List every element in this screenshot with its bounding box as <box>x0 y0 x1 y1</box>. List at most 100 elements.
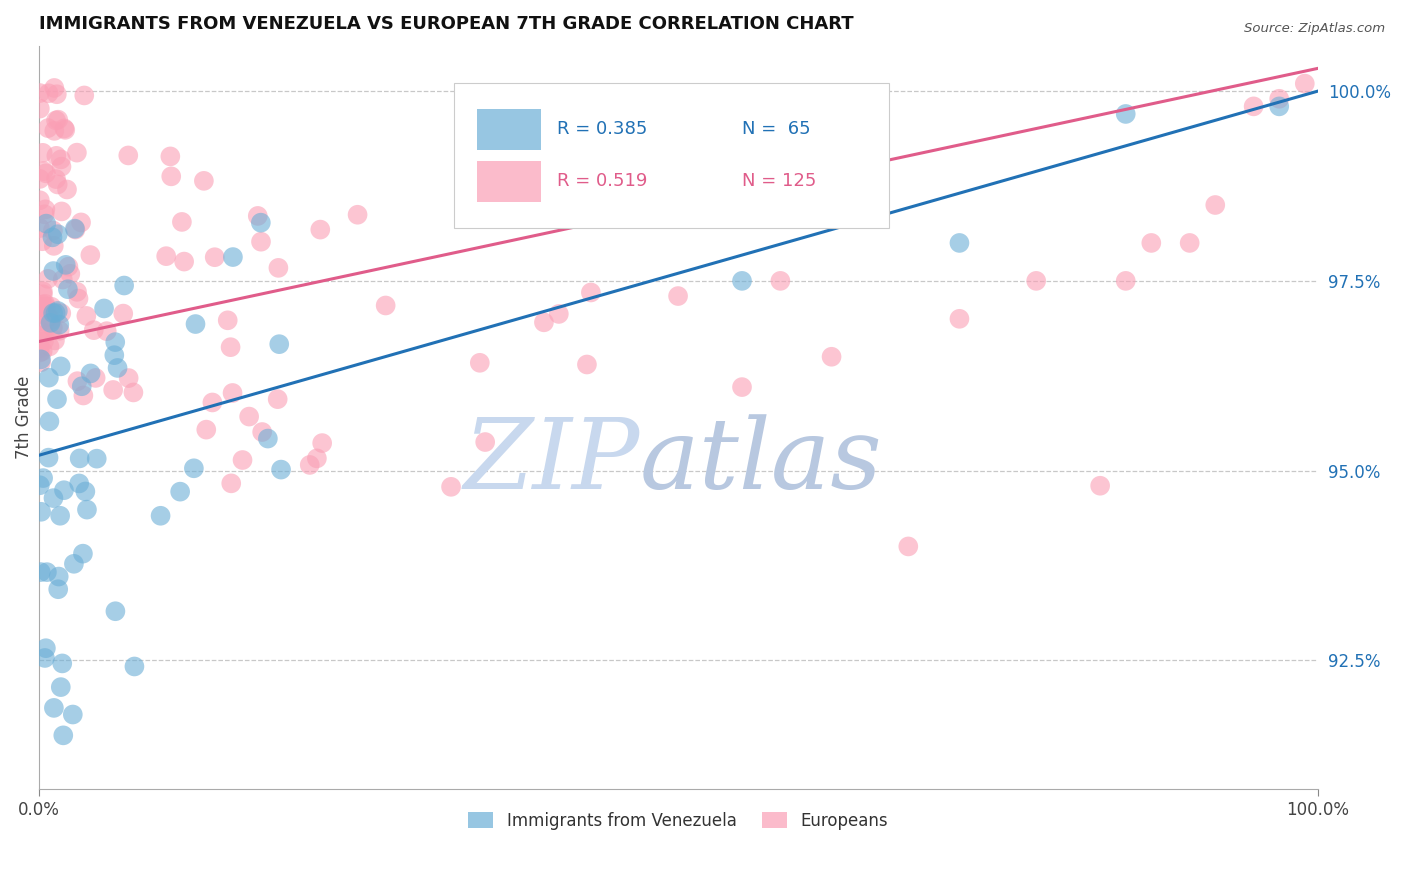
Point <box>93 301 115 316</box>
Point <box>35 217 58 231</box>
Point <box>170 215 193 229</box>
Point <box>1025 274 1047 288</box>
Point <box>52 272 75 286</box>
Point <box>257 432 280 446</box>
Point <box>221 386 243 401</box>
Point <box>49 153 72 167</box>
Point <box>219 340 242 354</box>
Point <box>42 239 65 253</box>
Point <box>38 450 60 465</box>
Point <box>39 313 62 327</box>
Point <box>311 436 333 450</box>
Point <box>122 385 145 400</box>
Point <box>267 260 290 275</box>
Point <box>155 249 177 263</box>
Point <box>28 221 51 235</box>
Point <box>96 324 118 338</box>
Text: R = 0.519: R = 0.519 <box>557 172 647 190</box>
Point <box>30 565 52 579</box>
Point <box>28 102 51 116</box>
Point <box>66 285 89 299</box>
Point <box>76 502 98 516</box>
Point <box>250 216 273 230</box>
Point <box>1268 99 1291 113</box>
Point <box>160 169 183 184</box>
Point <box>269 337 291 351</box>
Point <box>45 87 67 102</box>
Point <box>346 208 368 222</box>
Point <box>374 298 396 312</box>
Point <box>32 326 55 340</box>
Text: N =  65: N = 65 <box>742 120 811 138</box>
Point <box>37 121 59 136</box>
Point <box>55 258 77 272</box>
Point <box>28 478 51 492</box>
Point <box>84 371 107 385</box>
Point <box>28 341 51 355</box>
Point <box>184 317 207 331</box>
Point <box>547 307 569 321</box>
Point <box>42 223 65 237</box>
Point <box>104 335 127 350</box>
Point <box>28 86 51 100</box>
Point <box>1204 198 1226 212</box>
Point <box>42 320 65 334</box>
Point <box>820 350 842 364</box>
Point <box>38 414 60 428</box>
Point <box>41 300 63 314</box>
Point <box>70 379 93 393</box>
Point <box>124 659 146 673</box>
Point <box>45 113 67 128</box>
Point <box>51 204 73 219</box>
Point <box>217 313 239 327</box>
Point <box>948 311 970 326</box>
Text: Source: ZipAtlas.com: Source: ZipAtlas.com <box>1244 22 1385 36</box>
Point <box>666 289 689 303</box>
Point <box>35 166 58 180</box>
Point <box>46 227 69 242</box>
Text: R = 0.385: R = 0.385 <box>557 120 647 138</box>
Point <box>32 287 55 301</box>
Point <box>46 582 69 597</box>
Point <box>42 306 65 320</box>
Point <box>42 491 65 505</box>
Point <box>38 87 60 101</box>
Point <box>38 370 60 384</box>
Point <box>51 657 73 671</box>
Point <box>195 423 218 437</box>
Point <box>298 458 321 472</box>
Point <box>897 540 920 554</box>
Point <box>28 194 51 208</box>
Point <box>69 451 91 466</box>
Point <box>222 250 245 264</box>
Point <box>30 352 52 367</box>
Point <box>72 388 94 402</box>
Point <box>769 274 792 288</box>
Point <box>63 221 86 235</box>
Point <box>1268 92 1291 106</box>
Point <box>45 149 67 163</box>
Point <box>468 356 491 370</box>
Point <box>948 235 970 250</box>
Point <box>53 483 76 498</box>
Point <box>48 569 70 583</box>
Point <box>28 314 51 328</box>
Point <box>1243 99 1265 113</box>
Point <box>34 297 56 311</box>
Point <box>51 160 73 174</box>
Point <box>48 324 70 338</box>
Point <box>58 260 80 274</box>
Point <box>112 307 135 321</box>
Point <box>41 230 63 244</box>
Point <box>101 383 124 397</box>
Point <box>34 207 56 221</box>
Point <box>35 641 58 656</box>
Point <box>30 329 52 343</box>
Legend: Immigrants from Venezuela, Europeans: Immigrants from Venezuela, Europeans <box>461 805 894 837</box>
Point <box>516 211 538 226</box>
Point <box>31 145 53 160</box>
Point <box>112 278 135 293</box>
Point <box>309 222 332 236</box>
Point <box>474 435 496 450</box>
Point <box>533 315 555 329</box>
